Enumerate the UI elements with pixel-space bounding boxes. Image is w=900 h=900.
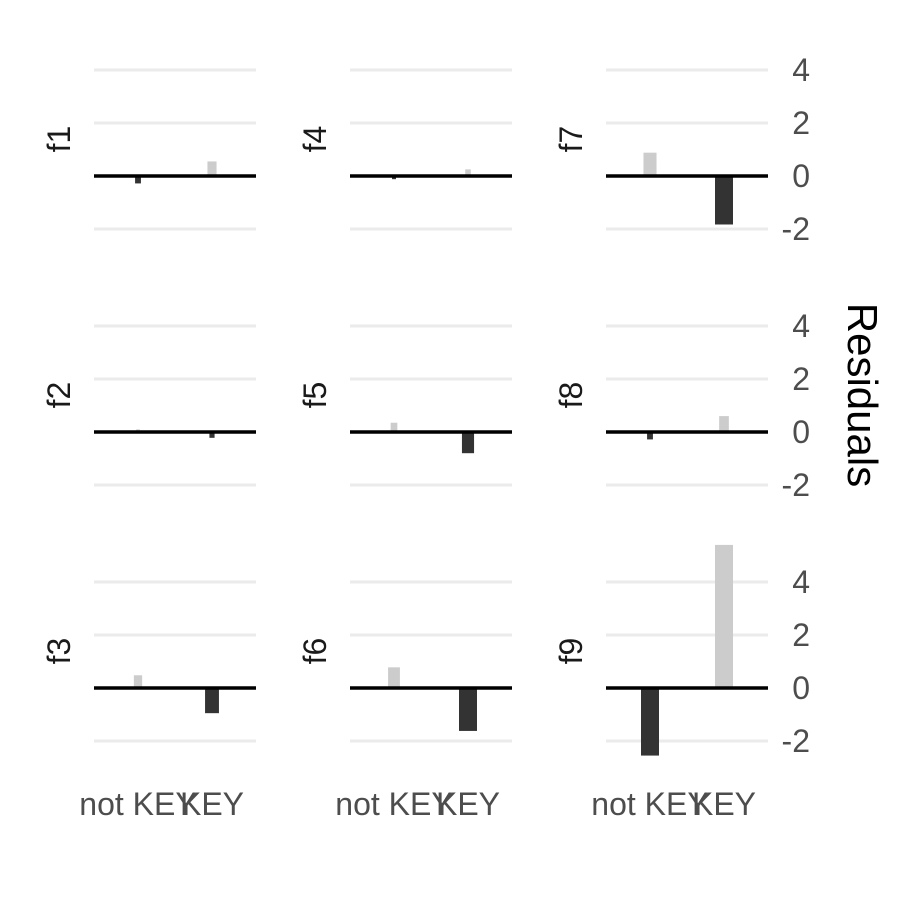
bar-f5-not-key: [390, 422, 398, 432]
y-tick-label: 2: [792, 617, 810, 653]
facet-panel-f5: f5: [297, 324, 512, 487]
y-tick-label: 2: [792, 105, 810, 141]
y-tick-label: -2: [782, 723, 810, 759]
bar-f7-not-key: [643, 152, 657, 176]
bar-f9-key: [715, 544, 733, 688]
bar-f3-key: [205, 688, 219, 714]
y-tick-label: 0: [792, 158, 810, 194]
y-axis-title: Residuals: [839, 303, 886, 487]
y-tick-label: 2: [792, 361, 810, 397]
y-axis: 4 2 0 -2 4 2 0 -2 4 2 0 -2: [782, 52, 810, 759]
y-tick-label: 0: [792, 670, 810, 706]
x-tick-label: KEY: [180, 786, 244, 822]
bar-f3-not-key: [133, 675, 143, 688]
facet-panel-f3: f3: [41, 580, 256, 743]
x-tick-label: not KEY: [79, 786, 196, 822]
facet-label: f9: [553, 638, 589, 665]
bar-f6-key: [459, 688, 477, 731]
y-tick-label: 0: [792, 414, 810, 450]
facet-label: f3: [41, 638, 77, 665]
facet-panel-f1: f1: [41, 68, 256, 231]
facet-panel-f9: f9: [553, 544, 768, 756]
y-tick-label: -2: [782, 467, 810, 503]
bar-f5-key: [461, 432, 475, 454]
bar-f7-key: [715, 176, 733, 225]
facet-panel-f4: f4: [297, 68, 512, 231]
facet-label: f6: [297, 638, 333, 665]
facet-panel-f7: f7: [553, 68, 768, 231]
y-tick-label: -2: [782, 211, 810, 247]
y-tick-label: 4: [792, 564, 810, 600]
bar-f2-key: [209, 432, 215, 438]
facet-label: f7: [553, 126, 589, 153]
x-tick-label: not KEY: [591, 786, 708, 822]
facet-label: f1: [41, 126, 77, 153]
facet-grid: f1 f2 f3 f4 f5 f6 f7 f8 f9: [41, 68, 768, 756]
y-tick-label: 4: [792, 52, 810, 88]
facet-panel-f8: f8: [553, 324, 768, 487]
bar-f1-not-key: [135, 176, 141, 184]
facet-panel-f6: f6: [297, 580, 512, 743]
bar-f8-not-key: [647, 432, 653, 440]
facet-label: f4: [297, 126, 333, 153]
facet-label: f2: [41, 382, 77, 409]
x-tick-label: KEY: [692, 786, 756, 822]
facet-label: f5: [297, 382, 333, 409]
facet-panel-f2: f2: [41, 324, 256, 487]
facet-label: f8: [553, 382, 589, 409]
x-tick-label: not KEY: [335, 786, 452, 822]
x-tick-label: KEY: [436, 786, 500, 822]
bar-f8-key: [719, 416, 729, 432]
bar-f4-key: [465, 169, 471, 176]
bar-f6-not-key: [388, 667, 400, 688]
bar-f1-key: [207, 161, 217, 176]
y-tick-label: 4: [792, 308, 810, 344]
bar-f9-not-key: [641, 688, 659, 756]
